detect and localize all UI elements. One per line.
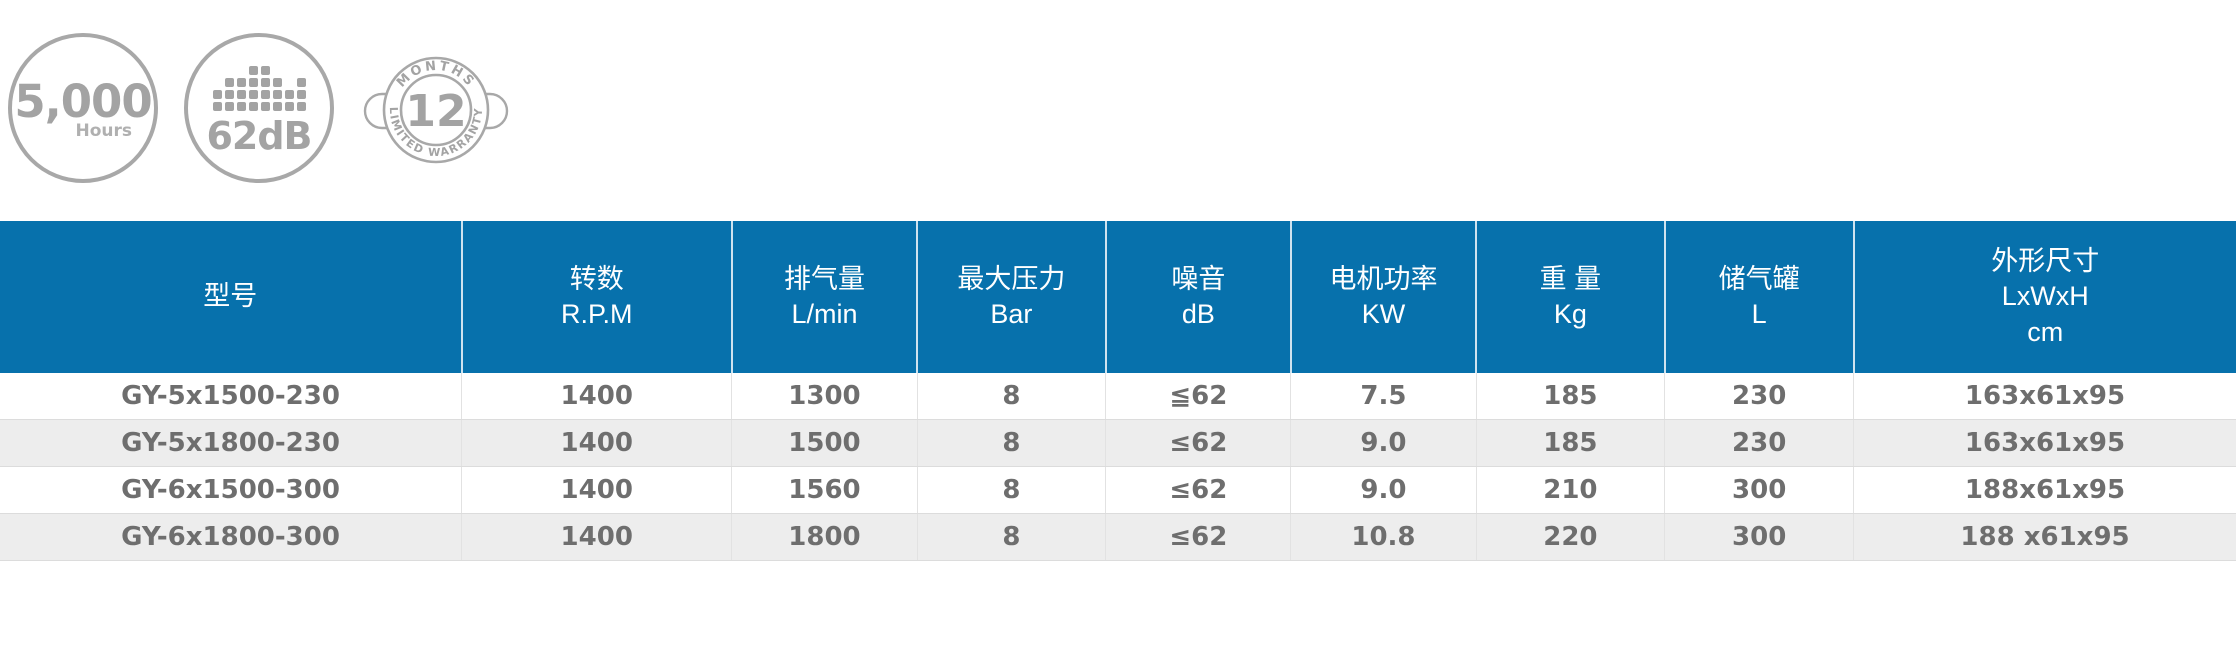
cell-bar: 8 (917, 419, 1107, 467)
cell-dims: 188 x61x95 (1853, 513, 2236, 561)
cell-db: ≦62 (1105, 373, 1292, 420)
cell-kg: 185 (1476, 419, 1666, 467)
warranty-badge: MONTHS LIMITED WARRANTY 12 (360, 48, 512, 168)
cell-lmin: 1300 (731, 373, 918, 420)
hours-badge-value: 5,000 (14, 74, 152, 128)
table-row: GY-6x1800-300 1400 1800 8 ≤62 10.8 220 3… (0, 513, 2236, 561)
hours-badge: 5,000 Hours (8, 33, 158, 183)
table-header-row: 型号 转数 R.P.M 排气量 L/min 最大压力 Bar 噪音 dB 电机功… (0, 221, 2236, 373)
cell-tank: 300 (1664, 513, 1855, 561)
cell-tank: 300 (1664, 466, 1855, 514)
column-header-motor-power: 电机功率 KW (1290, 221, 1478, 373)
cell-lmin: 1500 (731, 419, 918, 467)
hours-badge-unit: Hours (75, 121, 132, 142)
column-header-dimensions: 外形尺寸 LxWxH cm (1853, 221, 2236, 373)
column-header-air-displacement: 排气量 L/min (731, 221, 919, 373)
column-header-noise: 噪音 dB (1105, 221, 1292, 373)
cell-model: GY-6x1500-300 (0, 466, 463, 514)
cell-model: GY-5x1500-230 (0, 373, 463, 420)
cell-model: GY-5x1800-230 (0, 419, 463, 467)
cell-model: GY-6x1800-300 (0, 513, 463, 561)
cell-kw: 10.8 (1290, 513, 1477, 561)
table-row: GY-5x1800-230 1400 1500 8 ≤62 9.0 185 23… (0, 419, 2236, 467)
cell-rpm: 1400 (461, 419, 733, 467)
noise-badge-value: 62dB (206, 113, 312, 158)
specifications-table: 型号 转数 R.P.M 排气量 L/min 最大压力 Bar 噪音 dB 电机功… (0, 221, 2236, 561)
cell-db: ≤62 (1105, 513, 1292, 561)
cell-kg: 185 (1476, 373, 1666, 420)
cell-bar: 8 (917, 513, 1107, 561)
cell-kg: 220 (1476, 513, 1666, 561)
cell-kw: 9.0 (1290, 466, 1477, 514)
cell-kw: 7.5 (1290, 373, 1477, 420)
badge-strip: 5,000 Hours 62dB MO (0, 0, 2236, 216)
cell-rpm: 1400 (461, 513, 733, 561)
cell-rpm: 1400 (461, 466, 733, 514)
cell-kw: 9.0 (1290, 419, 1477, 467)
cell-bar: 8 (917, 373, 1107, 420)
cell-dims: 163x61x95 (1853, 373, 2236, 420)
column-header-rpm: 转数 R.P.M (461, 221, 733, 373)
cell-bar: 8 (917, 466, 1107, 514)
cell-lmin: 1560 (731, 466, 918, 514)
cell-dims: 163x61x95 (1853, 419, 2236, 467)
table-row: GY-6x1500-300 1400 1560 8 ≤62 9.0 210 30… (0, 466, 2236, 514)
column-header-model: 型号 (0, 221, 463, 373)
warranty-seal-icon: MONTHS LIMITED WARRANTY 12 (363, 56, 509, 164)
column-header-tank: 储气罐 L (1664, 221, 1855, 373)
equalizer-icon (212, 65, 306, 111)
column-header-weight: 重 量 Kg (1476, 221, 1666, 373)
cell-dims: 188x61x95 (1853, 466, 2236, 514)
noise-badge: 62dB (184, 33, 334, 183)
warranty-badge-value: 12 (405, 86, 466, 137)
cell-db: ≤62 (1105, 466, 1292, 514)
cell-tank: 230 (1664, 419, 1855, 467)
cell-kg: 210 (1476, 466, 1666, 514)
cell-db: ≤62 (1105, 419, 1292, 467)
cell-rpm: 1400 (461, 373, 733, 420)
cell-tank: 230 (1664, 373, 1855, 420)
column-header-max-pressure: 最大压力 Bar (917, 221, 1107, 373)
table-row: GY-5x1500-230 1400 1300 8 ≦62 7.5 185 23… (0, 373, 2236, 420)
cell-lmin: 1800 (731, 513, 918, 561)
